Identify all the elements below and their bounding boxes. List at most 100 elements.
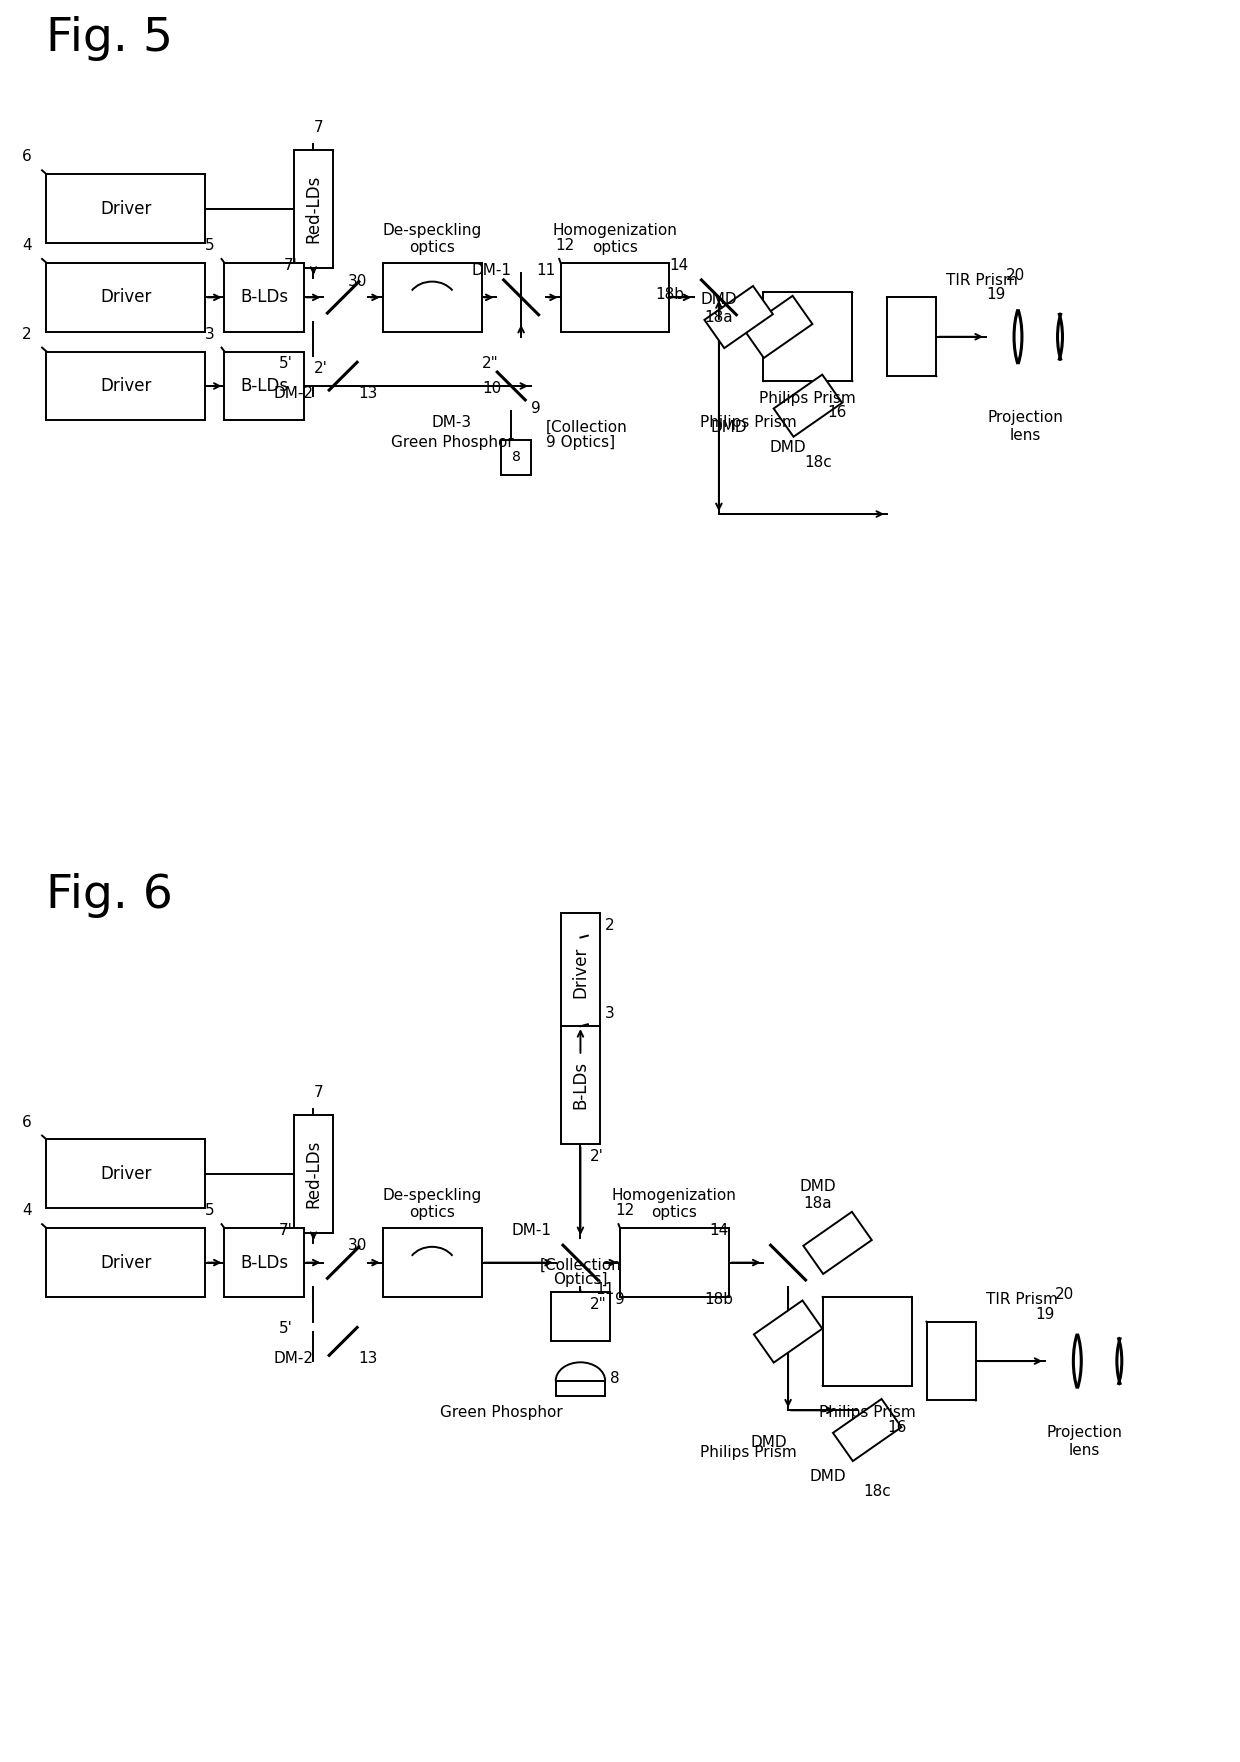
Bar — [294, 1115, 334, 1233]
Polygon shape — [774, 375, 842, 437]
Text: Projection: Projection — [987, 411, 1064, 425]
Text: DMD: DMD — [810, 1470, 846, 1484]
Text: 2': 2' — [590, 1149, 604, 1165]
Text: 2": 2" — [590, 1297, 608, 1313]
Bar — [224, 352, 304, 421]
Text: Red-LDs: Red-LDs — [305, 1140, 322, 1209]
Text: B-LDs: B-LDs — [241, 289, 288, 307]
Text: 12: 12 — [615, 1203, 635, 1218]
Text: Philips Prism: Philips Prism — [759, 391, 857, 405]
Text: Driver: Driver — [100, 1165, 151, 1182]
Text: Philips Prism: Philips Prism — [701, 416, 797, 430]
Text: Fig. 6: Fig. 6 — [46, 872, 174, 918]
Text: optics: optics — [651, 1205, 697, 1221]
Text: 2: 2 — [605, 918, 615, 932]
Text: 5': 5' — [279, 1322, 293, 1336]
Text: 3: 3 — [205, 326, 215, 342]
Text: DM-2: DM-2 — [274, 386, 314, 400]
Bar — [926, 1322, 976, 1401]
Text: 30: 30 — [348, 1237, 367, 1253]
Text: 18a: 18a — [804, 1196, 832, 1210]
Polygon shape — [704, 285, 773, 349]
Bar — [560, 263, 670, 331]
Text: De-speckling: De-speckling — [382, 224, 482, 238]
Bar — [620, 1228, 729, 1297]
Text: 8: 8 — [512, 451, 521, 465]
Text: DMD: DMD — [770, 440, 806, 455]
Bar — [887, 298, 936, 375]
Text: DMD: DMD — [711, 421, 746, 435]
Text: 20: 20 — [1006, 268, 1025, 282]
Text: Driver: Driver — [100, 377, 151, 395]
Text: 9 Optics]: 9 Optics] — [546, 435, 615, 449]
Text: 5: 5 — [205, 1203, 215, 1218]
Bar — [46, 352, 205, 421]
Text: 7: 7 — [314, 120, 324, 136]
Text: Driver: Driver — [572, 946, 589, 997]
Text: DMD: DMD — [800, 1179, 836, 1193]
Text: 12: 12 — [556, 238, 575, 254]
Text: lens: lens — [1009, 428, 1042, 442]
Text: Philips Prism: Philips Prism — [701, 1445, 797, 1459]
Text: 18b: 18b — [655, 287, 684, 303]
Text: 2": 2" — [481, 356, 498, 372]
Text: 9: 9 — [615, 1292, 625, 1307]
Text: DMD: DMD — [750, 1434, 786, 1450]
Text: 4: 4 — [22, 238, 32, 254]
Bar — [551, 1292, 610, 1341]
Bar — [46, 263, 205, 331]
Text: 20: 20 — [1055, 1286, 1074, 1302]
Text: 18c: 18c — [804, 455, 832, 470]
Text: B-LDs: B-LDs — [241, 1253, 288, 1272]
Text: [Collection: [Collection — [539, 1258, 621, 1272]
Text: 3: 3 — [605, 1006, 615, 1022]
Text: 11: 11 — [536, 263, 556, 278]
Text: 14: 14 — [709, 1223, 728, 1239]
Text: optics: optics — [409, 1205, 455, 1221]
Text: 6: 6 — [22, 150, 32, 164]
Text: 11: 11 — [595, 1283, 615, 1297]
Text: 18a: 18a — [704, 310, 733, 324]
Text: optics: optics — [593, 240, 639, 255]
Text: [Collection: [Collection — [546, 421, 627, 435]
Bar — [224, 1228, 304, 1297]
Polygon shape — [833, 1399, 901, 1461]
Text: Optics]: Optics] — [553, 1272, 608, 1288]
Polygon shape — [744, 296, 812, 358]
Polygon shape — [804, 1212, 872, 1274]
Text: Green Phosphor: Green Phosphor — [440, 1404, 563, 1420]
Bar — [383, 263, 481, 331]
Bar — [822, 1297, 911, 1385]
Text: lens: lens — [1069, 1443, 1100, 1457]
Bar — [383, 1228, 481, 1297]
Text: 2': 2' — [314, 361, 327, 375]
Text: Homogenization: Homogenization — [613, 1189, 737, 1203]
Text: Driver: Driver — [100, 289, 151, 307]
Text: 7': 7' — [279, 1223, 293, 1239]
Text: DM-1: DM-1 — [511, 1223, 552, 1239]
Text: DM-1: DM-1 — [471, 263, 512, 278]
Text: Projection: Projection — [1047, 1425, 1122, 1440]
Text: TIR Prism: TIR Prism — [986, 1292, 1058, 1307]
Text: Homogenization: Homogenization — [553, 224, 677, 238]
Bar — [46, 1228, 205, 1297]
Text: De-speckling: De-speckling — [382, 1189, 482, 1203]
Text: 7': 7' — [284, 257, 298, 273]
Text: 16: 16 — [887, 1420, 906, 1434]
Text: 5': 5' — [279, 356, 293, 372]
Text: DM-3: DM-3 — [432, 416, 472, 430]
Text: 9: 9 — [531, 400, 541, 416]
Text: 7: 7 — [314, 1085, 324, 1099]
Bar — [560, 913, 600, 1031]
Text: 13: 13 — [358, 386, 377, 400]
Text: 18b: 18b — [704, 1292, 733, 1307]
Text: TIR Prism: TIR Prism — [946, 273, 1018, 287]
Bar — [46, 174, 205, 243]
Text: B-LDs: B-LDs — [241, 377, 288, 395]
Text: Red-LDs: Red-LDs — [305, 174, 322, 243]
Text: Philips Prism: Philips Prism — [818, 1404, 915, 1420]
Text: 30: 30 — [348, 275, 367, 289]
Text: 19: 19 — [1035, 1307, 1055, 1322]
Text: 5: 5 — [205, 238, 215, 254]
Text: Driver: Driver — [100, 1253, 151, 1272]
